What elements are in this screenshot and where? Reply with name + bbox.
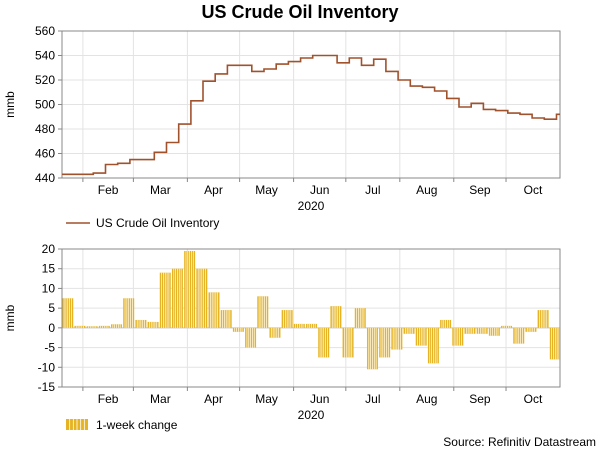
weekly-change-bar — [476, 327, 488, 334]
top-y-tick-label: 520 — [35, 73, 55, 87]
weekly-change-bar — [62, 298, 74, 328]
weekly-change-bar — [147, 321, 159, 328]
bot-x-tick-label: Sep — [469, 392, 491, 406]
bot-y-tick-label: 10 — [42, 281, 56, 295]
top-x-tick-label: Jul — [365, 183, 380, 197]
weekly-change-bar — [245, 327, 257, 348]
inventory-y-axis-label: mmb — [3, 91, 17, 118]
weekly-change-legend: 1-week change — [66, 418, 178, 432]
inventory-series-line — [62, 54, 560, 176]
weekly-change-bar — [123, 298, 135, 328]
weekly-change-bar — [135, 319, 147, 328]
bot-x-tick-label: Apr — [204, 392, 223, 406]
bot-y-tick-label: -10 — [38, 360, 56, 374]
weekly-change-bars — [62, 250, 560, 370]
weekly-change-bar — [159, 272, 171, 328]
top-y-tick-label: 480 — [35, 122, 55, 136]
weekly-change-bar — [184, 250, 196, 328]
weekly-change-y-ticks: -15 -10 -5 0 5 10 15 20 — [38, 242, 62, 394]
bot-y-tick-label: 5 — [48, 301, 55, 315]
bot-x-tick-label: May — [255, 392, 278, 406]
weekly-change-bar — [513, 327, 525, 344]
weekly-change-bar — [171, 268, 183, 328]
weekly-change-x-ticks: Feb Mar Apr May Jun Jul Aug Sep Oct — [82, 387, 543, 406]
weekly-change-bar — [403, 327, 415, 334]
weekly-change-legend-label: 1-week change — [96, 418, 178, 432]
weekly-change-bar — [488, 327, 500, 336]
weekly-change-bar — [98, 325, 110, 328]
weekly-change-bar — [306, 323, 318, 328]
bot-x-tick-label: Feb — [98, 392, 119, 406]
weekly-change-y-axis-label: mmb — [3, 304, 17, 331]
top-y-tick-label: 440 — [35, 171, 55, 185]
bot-y-tick-label: -5 — [44, 341, 55, 355]
weekly-change-bar — [537, 310, 549, 328]
weekly-change-bar — [293, 323, 305, 328]
top-x-tick-label: Mar — [150, 183, 171, 197]
bot-y-tick-label: 15 — [42, 262, 56, 276]
inventory-legend-label: US Crude Oil Inventory — [96, 216, 219, 230]
top-x-tick-label: Feb — [98, 183, 119, 197]
weekly-change-plot-frame — [61, 248, 561, 388]
weekly-change-bar — [342, 327, 354, 358]
bot-x-tick-label: Mar — [150, 392, 171, 406]
weekly-change-bar — [391, 327, 403, 350]
weekly-change-bar — [86, 326, 98, 328]
weekly-change-bar — [379, 327, 391, 358]
top-y-tick-label: 540 — [35, 49, 55, 63]
top-y-tick-label: 560 — [35, 24, 55, 38]
weekly-change-chart: -15 -10 -5 0 5 10 15 20 Feb Mar Apr May Jun Jul Aug Se… — [3, 242, 561, 432]
weekly-change-bar — [549, 327, 560, 360]
bot-x-tick-label: Aug — [416, 392, 437, 406]
weekly-change-bar — [464, 327, 476, 334]
weekly-change-bar — [427, 327, 439, 364]
weekly-change-bar — [111, 324, 122, 328]
weekly-change-bar — [74, 325, 86, 328]
bot-y-tick-label: 0 — [48, 321, 55, 335]
weekly-change-bar — [354, 308, 366, 328]
top-x-tick-label: Sep — [469, 183, 491, 197]
bot-x-tick-label: Jun — [310, 392, 329, 406]
top-x-tick-label: Jun — [310, 183, 329, 197]
weekly-change-bar — [330, 306, 342, 328]
weekly-change-bar — [501, 325, 513, 328]
source-note: Source: Refinitiv Datastream — [443, 435, 596, 449]
bot-y-tick-label: 20 — [42, 242, 56, 256]
weekly-change-legend-swatch — [66, 419, 88, 430]
weekly-change-grid — [62, 248, 560, 388]
weekly-change-bar — [415, 327, 427, 346]
weekly-change-bar — [525, 327, 537, 332]
weekly-change-bar — [269, 327, 281, 338]
bot-x-tick-label: Jul — [365, 392, 380, 406]
bot-x-tick-label: Oct — [524, 392, 543, 406]
inventory-x-axis-label: 2020 — [298, 199, 325, 213]
top-y-tick-label: 460 — [35, 147, 55, 161]
inventory-y-ticks: 440 460 480 500 520 540 560 — [35, 24, 62, 185]
weekly-change-bar — [208, 292, 220, 328]
weekly-change-bar — [232, 327, 244, 332]
weekly-change-bar — [257, 296, 269, 328]
inventory-x-ticks: Feb Mar Apr May Jun Jul Aug Sep Oct — [82, 178, 543, 197]
top-x-tick-label: Apr — [204, 183, 223, 197]
inventory-legend: US Crude Oil Inventory — [66, 216, 219, 230]
weekly-change-bar — [318, 327, 330, 358]
weekly-change-x-axis-label: 2020 — [298, 408, 325, 422]
inventory-grid — [62, 30, 560, 179]
weekly-change-bar — [366, 327, 378, 370]
weekly-change-bar — [281, 310, 293, 328]
inventory-chart: 440 460 480 500 520 540 560 Feb Mar Apr May Jun Jul… — [3, 24, 561, 230]
weekly-change-bar — [220, 310, 232, 328]
bot-y-tick-label: -15 — [38, 380, 56, 394]
top-x-tick-label: May — [255, 183, 278, 197]
top-y-tick-label: 500 — [35, 98, 55, 112]
weekly-change-bar — [452, 327, 464, 346]
weekly-change-bar — [440, 319, 452, 328]
weekly-change-bar — [196, 268, 208, 328]
top-x-tick-label: Aug — [416, 183, 437, 197]
top-x-tick-label: Oct — [524, 183, 543, 197]
chart-title: US Crude Oil Inventory — [201, 2, 398, 22]
